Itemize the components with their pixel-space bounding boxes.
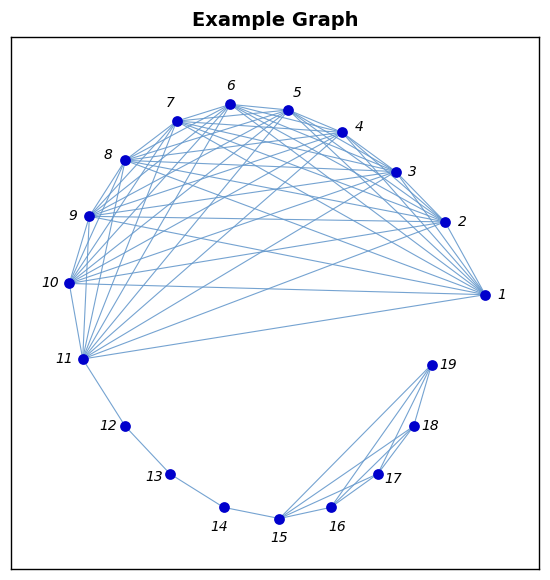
Point <box>441 218 449 227</box>
Point <box>284 106 293 115</box>
Point <box>172 117 181 126</box>
Point <box>481 290 490 299</box>
Point <box>409 422 418 431</box>
Text: 11: 11 <box>55 352 73 366</box>
Text: 1: 1 <box>498 288 507 302</box>
Text: 4: 4 <box>355 119 364 134</box>
Text: 12: 12 <box>100 419 117 433</box>
Text: 7: 7 <box>166 96 174 110</box>
Point <box>166 469 174 478</box>
Point <box>392 167 400 176</box>
Text: 13: 13 <box>145 470 163 484</box>
Text: 18: 18 <box>422 419 439 433</box>
Text: 14: 14 <box>210 520 228 534</box>
Text: 2: 2 <box>458 215 466 229</box>
Point <box>338 128 346 137</box>
Text: 3: 3 <box>408 165 417 179</box>
Point <box>327 503 336 512</box>
Text: 19: 19 <box>439 358 458 372</box>
Point <box>121 155 130 165</box>
Text: 9: 9 <box>68 209 77 223</box>
Text: 15: 15 <box>271 531 288 545</box>
Text: 8: 8 <box>104 148 113 162</box>
Point <box>373 469 382 478</box>
Point <box>226 100 235 109</box>
Text: 10: 10 <box>42 277 59 291</box>
Point <box>85 212 94 221</box>
Point <box>427 360 436 369</box>
Text: 17: 17 <box>384 472 403 487</box>
Text: 6: 6 <box>226 79 235 93</box>
Point <box>219 503 228 512</box>
Text: 5: 5 <box>293 86 302 100</box>
Point <box>275 514 284 523</box>
Point <box>78 354 87 364</box>
Point <box>121 422 130 431</box>
Point <box>65 279 74 288</box>
Text: 16: 16 <box>329 520 346 534</box>
Title: Example Graph: Example Graph <box>192 11 358 30</box>
